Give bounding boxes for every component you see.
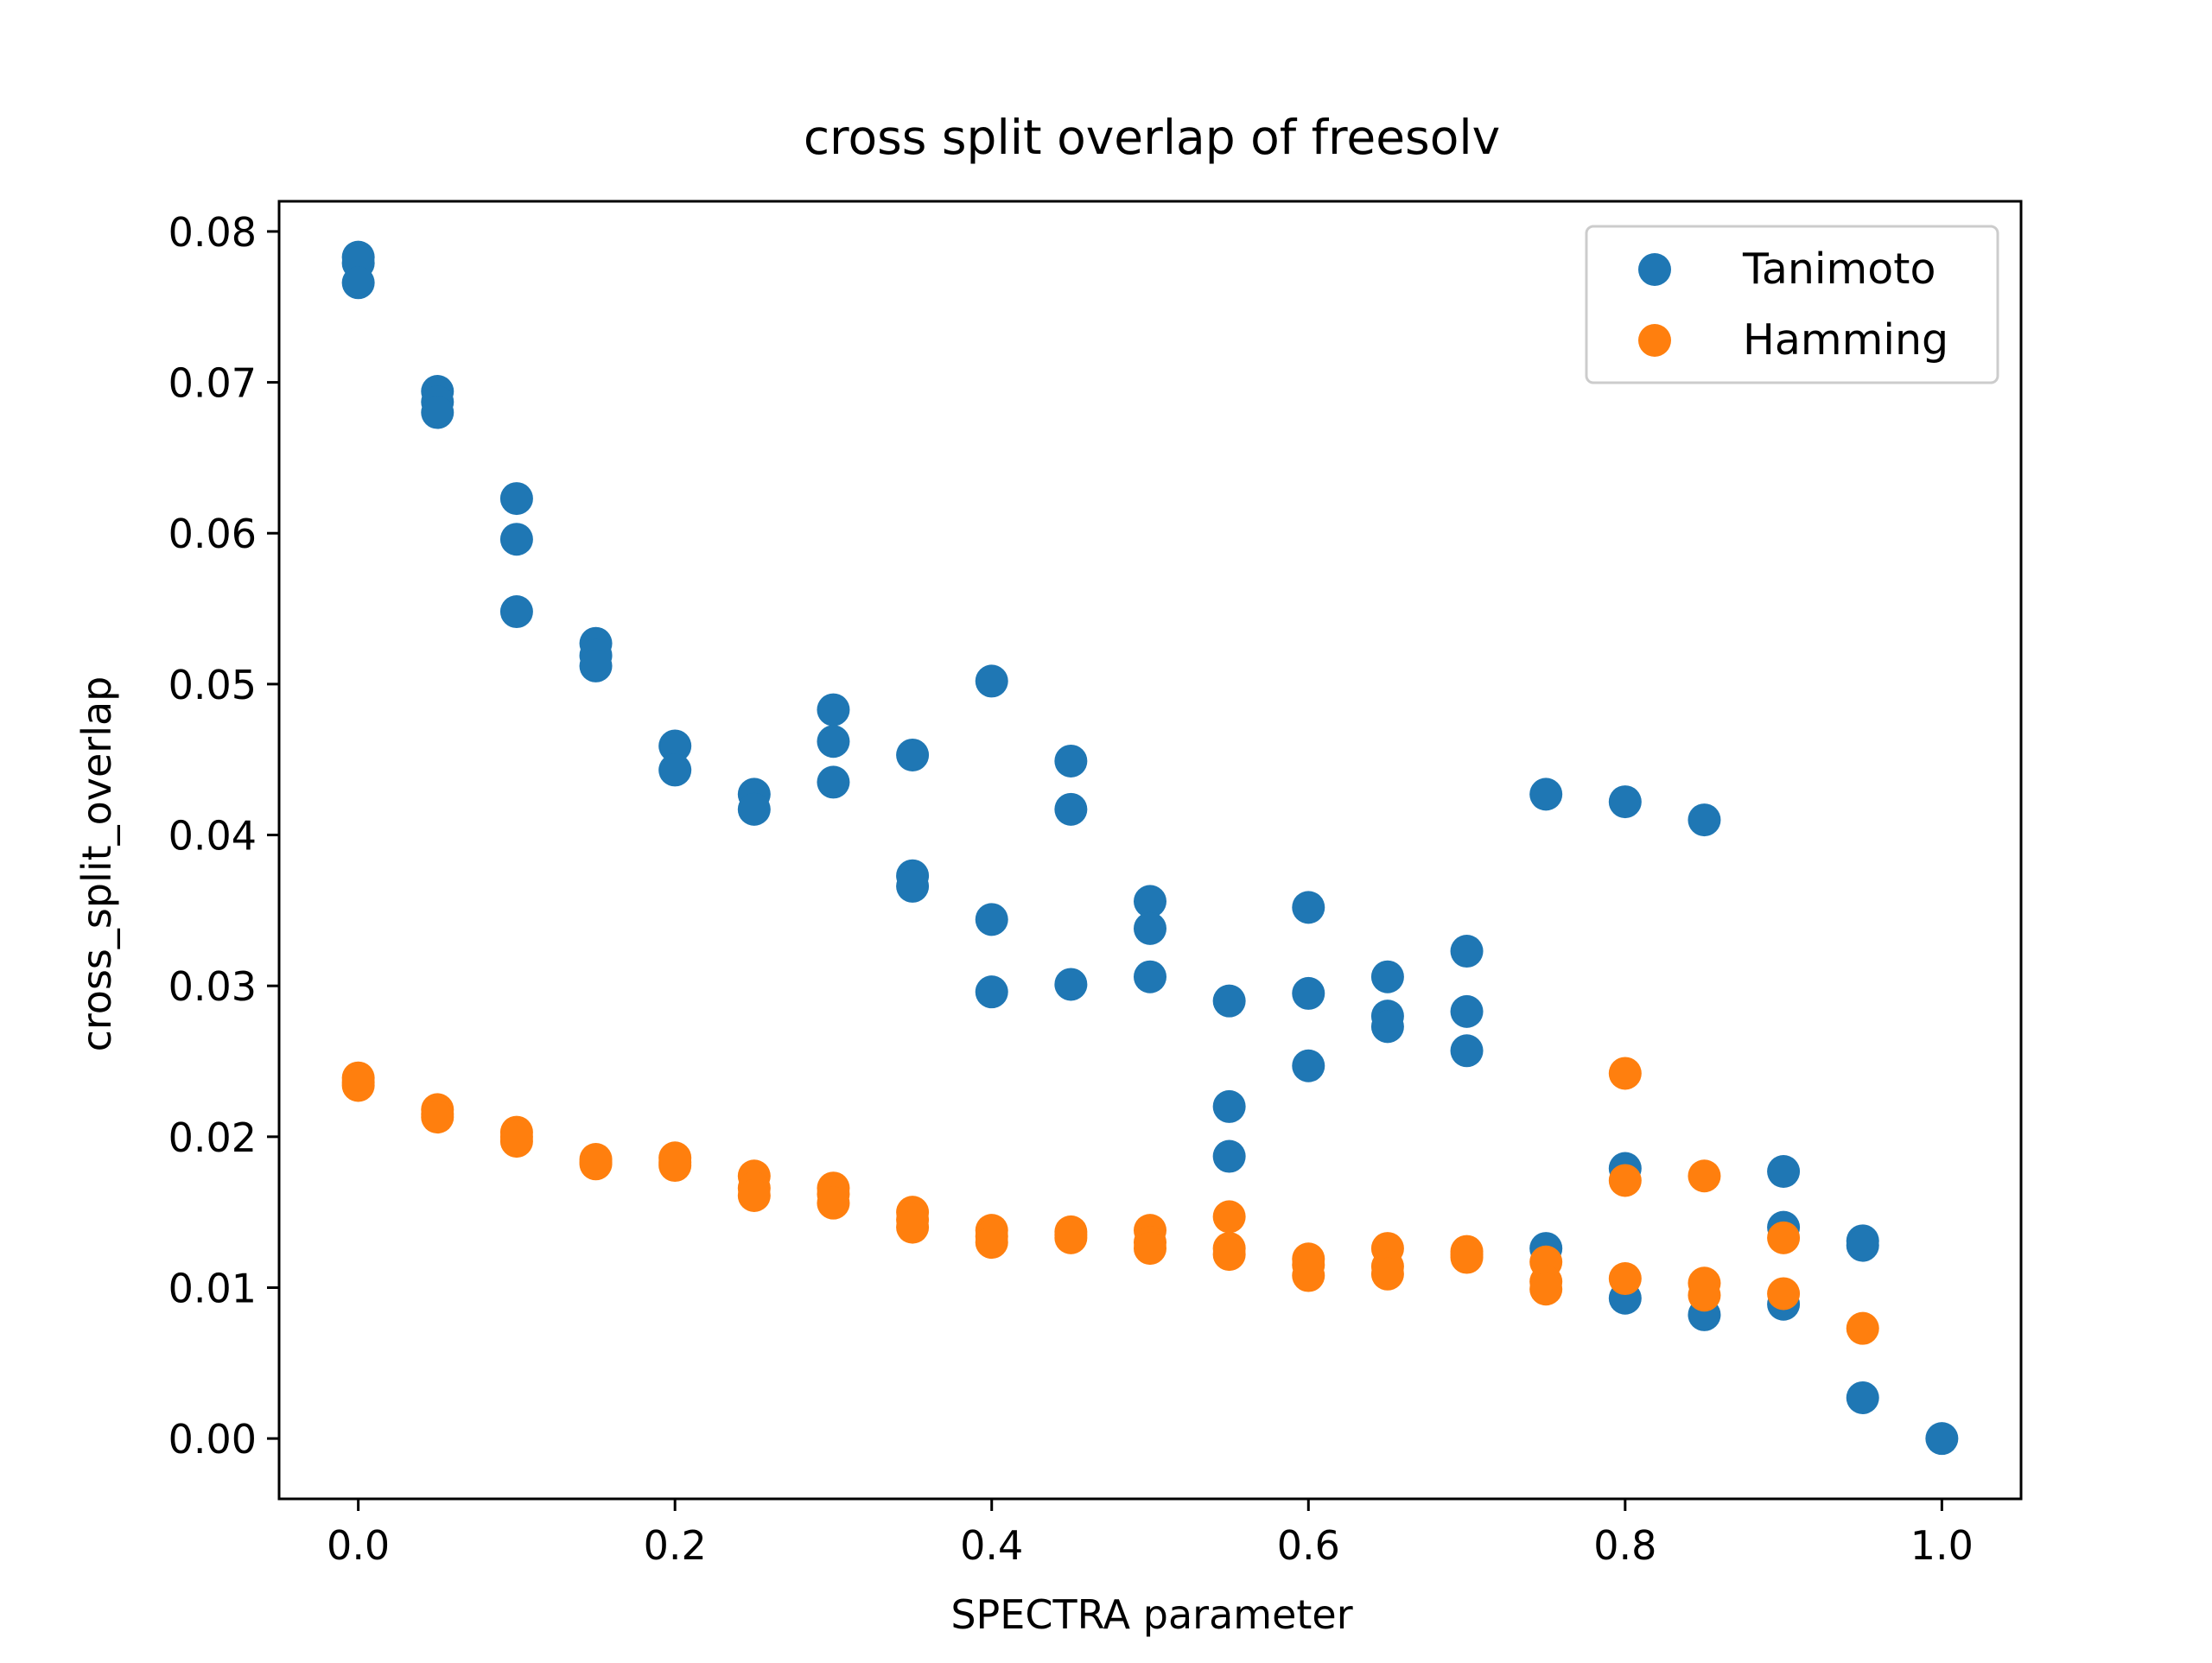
point-tanimoto xyxy=(1212,1089,1246,1123)
point-hamming xyxy=(1054,1221,1088,1254)
point-tanimoto xyxy=(1292,891,1325,924)
chart-title: cross split overlap of freesolv xyxy=(804,110,1500,165)
point-hamming xyxy=(1767,1277,1801,1311)
point-hamming xyxy=(896,1210,930,1244)
point-tanimoto xyxy=(1054,968,1088,1001)
point-tanimoto xyxy=(1925,1422,1959,1456)
point-tanimoto xyxy=(817,693,850,727)
point-tanimoto xyxy=(1450,994,1484,1028)
legend: Tanimoto Hamming xyxy=(1585,225,1999,384)
legend-marker-hamming xyxy=(1638,324,1671,357)
point-tanimoto xyxy=(1054,744,1088,778)
x-axis-label: SPECTRA parameter xyxy=(950,1591,1352,1638)
point-hamming xyxy=(1450,1241,1484,1274)
y-tick-label: 0.06 xyxy=(168,511,257,557)
x-tick-label: 0.8 xyxy=(1593,1522,1656,1569)
point-hamming xyxy=(1608,1057,1642,1090)
legend-label-tanimoto: Tanimoto xyxy=(1742,244,1936,294)
point-tanimoto xyxy=(499,595,533,629)
point-tanimoto xyxy=(896,869,930,903)
point-tanimoto xyxy=(896,738,930,771)
point-tanimoto xyxy=(1450,1034,1484,1068)
point-hamming xyxy=(1688,1159,1721,1193)
point-tanimoto xyxy=(817,725,850,759)
y-tick-label: 0.03 xyxy=(168,963,257,1010)
point-tanimoto xyxy=(1450,935,1484,968)
point-tanimoto xyxy=(1134,885,1166,918)
point-tanimoto xyxy=(1370,960,1404,993)
point-tanimoto xyxy=(1846,1228,1879,1262)
y-tick-label: 0.01 xyxy=(168,1265,257,1311)
point-tanimoto xyxy=(579,649,613,682)
point-hamming xyxy=(1370,1257,1404,1291)
point-hamming xyxy=(499,1125,533,1158)
point-tanimoto xyxy=(499,523,533,556)
point-tanimoto xyxy=(658,753,692,787)
point-tanimoto xyxy=(499,482,533,516)
point-hamming xyxy=(975,1226,1008,1260)
x-tick-label: 1.0 xyxy=(1910,1522,1974,1569)
point-tanimoto xyxy=(1054,792,1088,826)
legend-label-hamming: Hamming xyxy=(1743,315,1948,365)
legend-box xyxy=(1585,225,1999,384)
point-tanimoto xyxy=(1529,778,1563,811)
point-tanimoto xyxy=(1846,1381,1879,1414)
point-tanimoto xyxy=(737,792,771,826)
point-hamming xyxy=(737,1178,771,1212)
point-tanimoto xyxy=(975,975,1008,1009)
y-axis-label: cross_split_overlap xyxy=(73,676,120,1052)
point-tanimoto xyxy=(1292,1049,1325,1082)
y-tick-label: 0.08 xyxy=(168,209,257,256)
point-tanimoto xyxy=(658,729,692,763)
point-tanimoto xyxy=(1212,984,1246,1018)
point-hamming xyxy=(341,1069,375,1102)
y-axis-ticks: 0.00 0.01 0.02 0.03 0.04 0.05 0.06 0.07 0.08 xyxy=(168,209,279,1463)
point-hamming xyxy=(1292,1259,1325,1292)
point-tanimoto xyxy=(1134,911,1166,945)
point-tanimoto xyxy=(1688,803,1721,837)
x-tick-label: 0.2 xyxy=(644,1522,707,1569)
x-tick-label: 0.4 xyxy=(960,1522,1023,1569)
point-hamming xyxy=(1767,1221,1801,1254)
point-tanimoto xyxy=(1292,976,1325,1010)
point-hamming xyxy=(658,1149,692,1183)
x-tick-label: 0.6 xyxy=(1277,1522,1340,1569)
point-tanimoto xyxy=(975,903,1008,936)
point-hamming xyxy=(1134,1232,1166,1266)
point-hamming xyxy=(579,1147,613,1181)
point-hamming xyxy=(1608,1164,1642,1197)
point-hamming xyxy=(1529,1273,1563,1306)
y-tick-label: 0.04 xyxy=(168,813,257,860)
point-hamming xyxy=(1212,1200,1246,1234)
x-axis-ticks: 0.0 0.2 0.4 0.6 0.8 1.0 xyxy=(327,1499,1974,1569)
point-hamming xyxy=(1846,1311,1879,1345)
point-hamming xyxy=(421,1101,454,1134)
point-tanimoto xyxy=(341,266,375,300)
y-tick-label: 0.05 xyxy=(168,662,257,708)
legend-marker-tanimoto xyxy=(1638,253,1671,286)
point-tanimoto xyxy=(1134,960,1166,993)
point-tanimoto xyxy=(1370,1010,1404,1044)
point-tanimoto xyxy=(1212,1139,1246,1173)
y-tick-label: 0.00 xyxy=(168,1416,257,1463)
point-tanimoto xyxy=(1608,785,1642,819)
point-tanimoto xyxy=(975,664,1008,698)
x-tick-label: 0.0 xyxy=(327,1522,390,1569)
point-hamming xyxy=(817,1186,850,1220)
point-tanimoto xyxy=(421,396,454,429)
data-points xyxy=(341,240,1959,1456)
plot-area-frame xyxy=(277,200,2023,1501)
point-hamming xyxy=(1688,1279,1721,1312)
point-hamming xyxy=(1212,1238,1246,1272)
point-tanimoto xyxy=(1767,1155,1801,1189)
point-hamming xyxy=(1608,1262,1642,1296)
y-tick-label: 0.07 xyxy=(168,360,257,407)
point-tanimoto xyxy=(817,765,850,799)
y-tick-label: 0.02 xyxy=(168,1114,257,1161)
